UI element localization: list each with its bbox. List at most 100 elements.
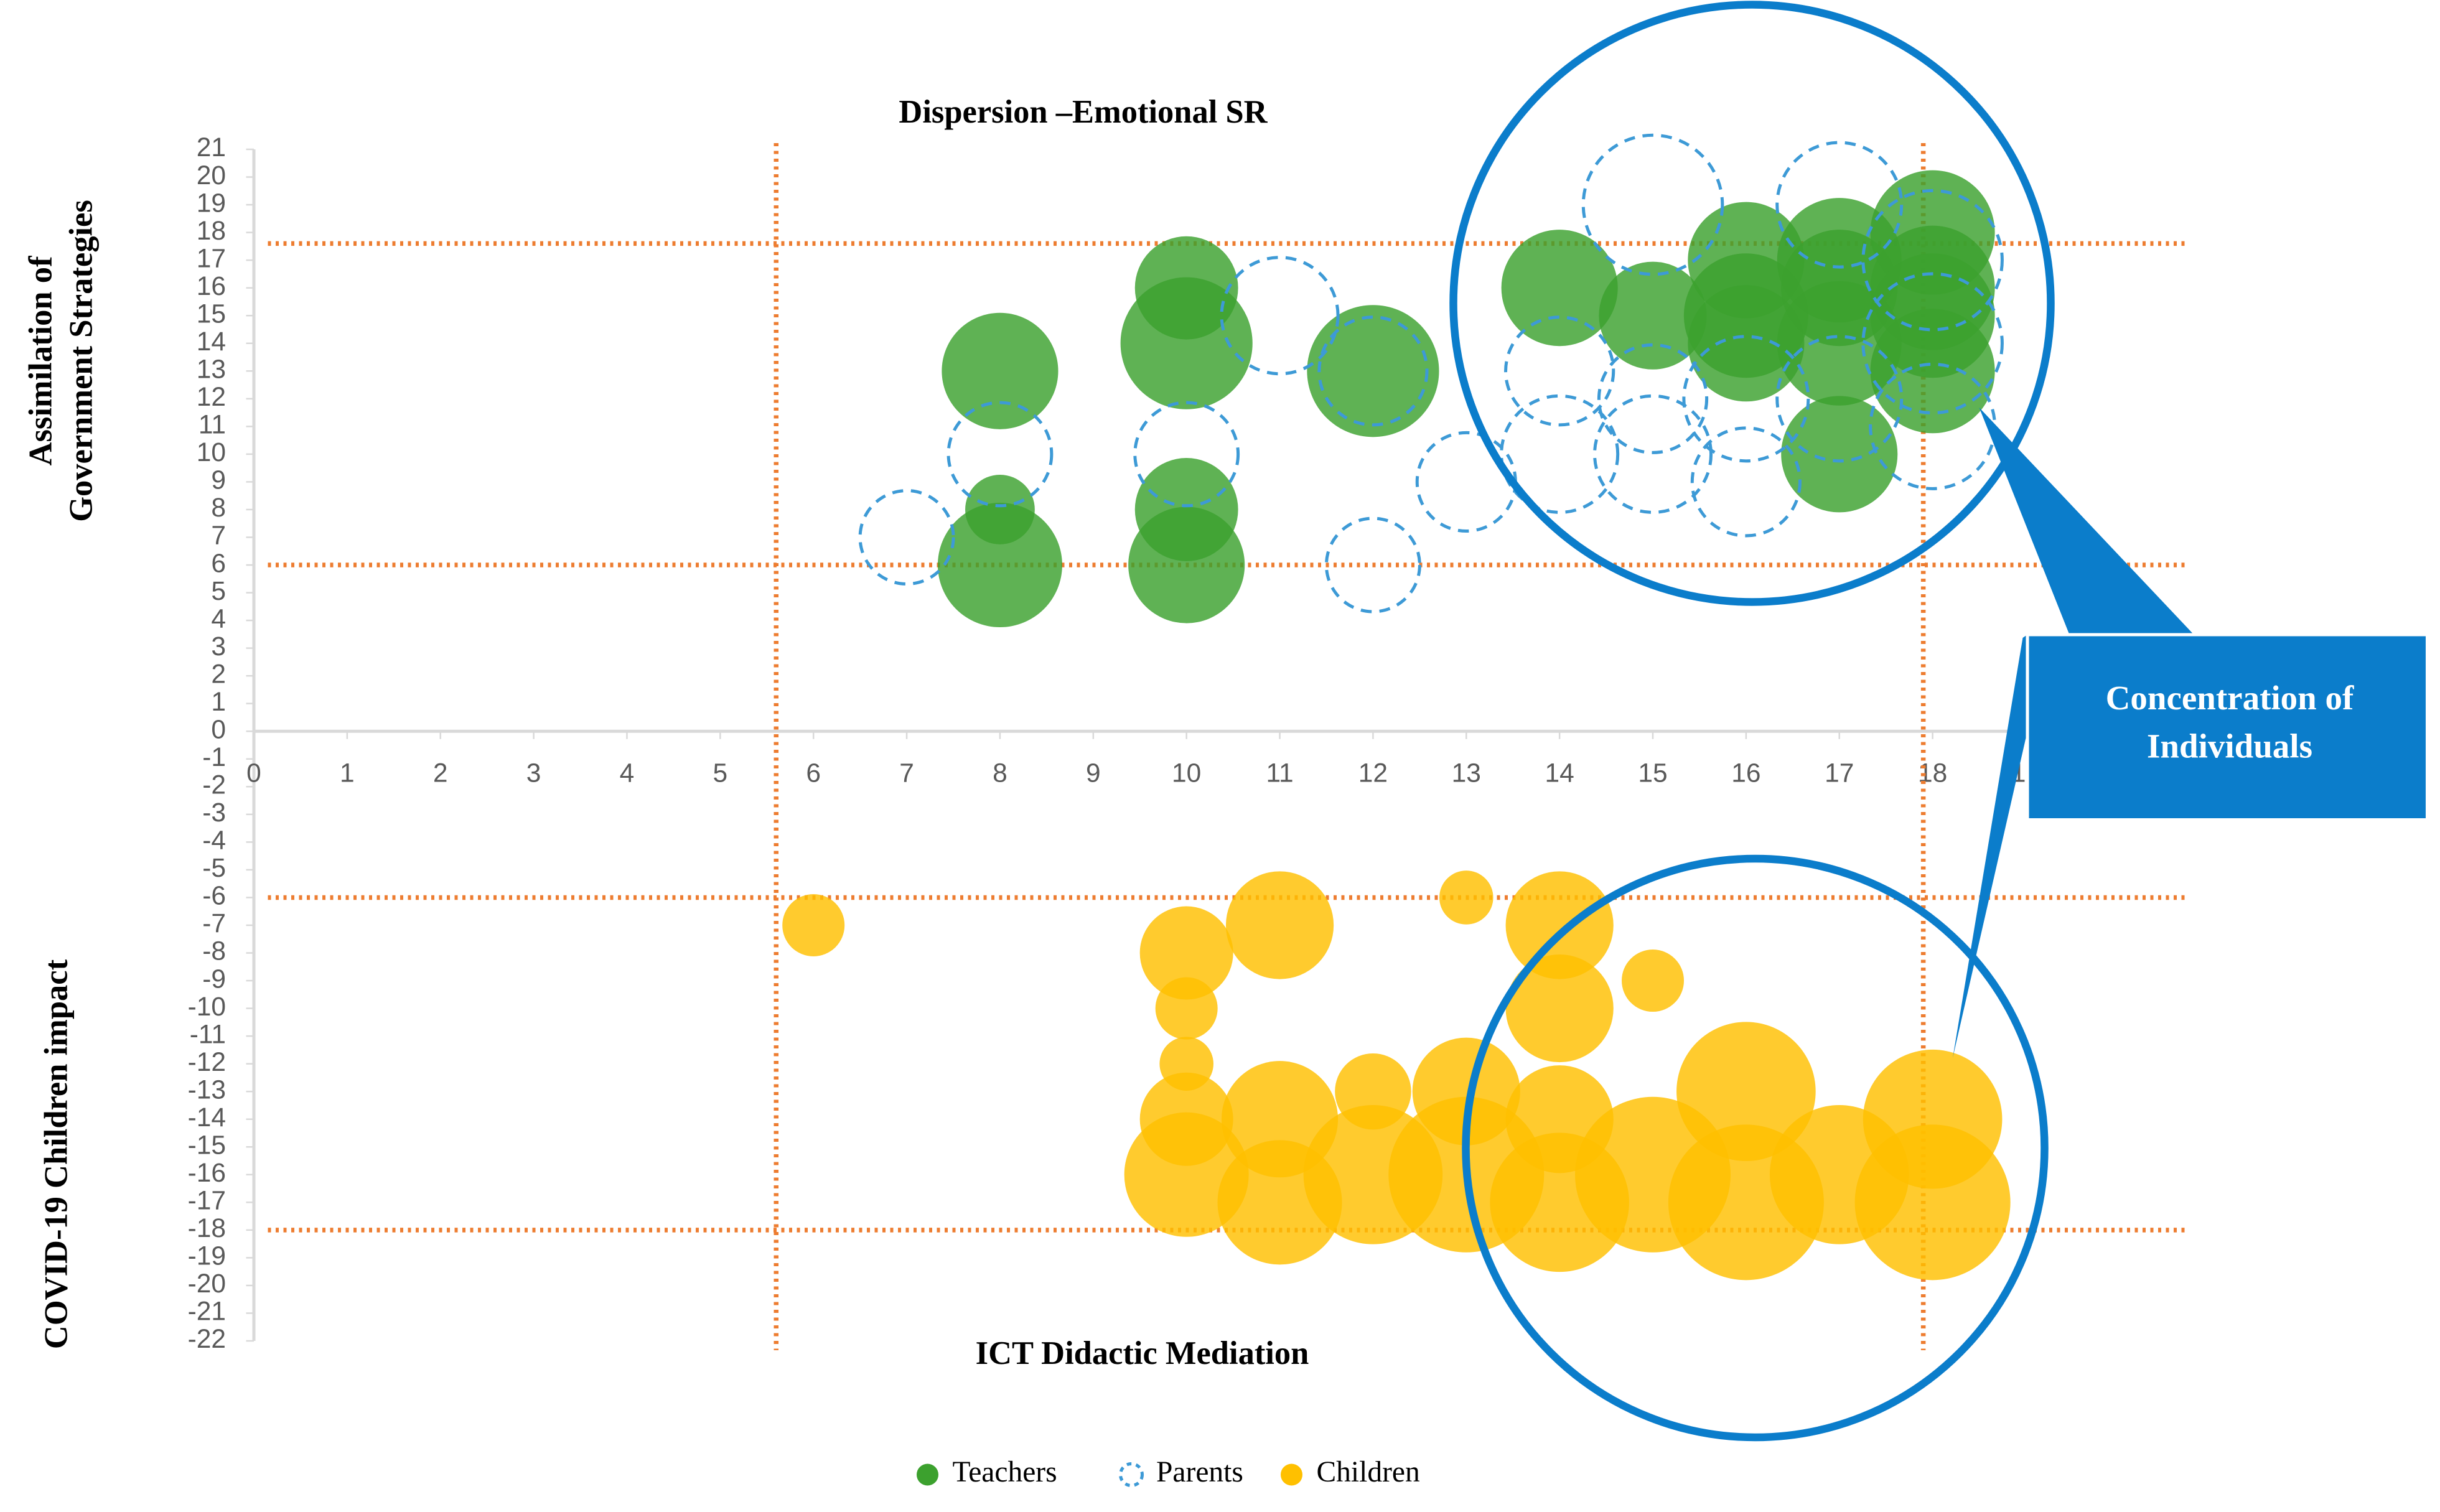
callout-box [2026, 633, 2429, 821]
bubble [1124, 1112, 1249, 1237]
annotation: Individuals [2147, 727, 2312, 765]
y-tick-label: 13 [197, 355, 226, 385]
y-tick-label: 3 [211, 632, 226, 661]
bubble [1581, 133, 1724, 276]
bubble [1317, 315, 1429, 427]
y-tick-label: -9 [202, 964, 226, 994]
overlay: Concentration of Individuals [1449, 1, 2429, 1442]
y-tick-label: 12 [197, 383, 226, 412]
x-axis-label: ICT Didactic Mediation [976, 1335, 1309, 1371]
y-tick-label: 5 [211, 577, 226, 606]
y-tick-label: -7 [202, 909, 226, 938]
bubble [937, 503, 1062, 628]
bubble [1781, 396, 1898, 513]
y-tick-label: -12 [188, 1048, 226, 1077]
bubble [942, 312, 1059, 429]
y-tick-label: -3 [202, 798, 226, 828]
y-tick-label: 14 [197, 327, 226, 357]
bubble [1133, 401, 1240, 508]
y-tick-label: -14 [188, 1103, 226, 1132]
y-axis-label: Government Strategies [63, 200, 100, 522]
legend-marker [917, 1463, 938, 1486]
y-tick-label: 10 [197, 438, 226, 467]
bubble [1501, 230, 1618, 347]
bubble [1592, 394, 1713, 514]
y-tick-label: -5 [202, 854, 226, 883]
bubble [1682, 335, 1810, 463]
bubble [1775, 335, 1904, 463]
legend-label: Children [1317, 1456, 1420, 1488]
bubble [782, 894, 845, 956]
bubble [1128, 506, 1245, 623]
x-tick-label: 1 [340, 758, 355, 788]
y-tick-label: 8 [211, 493, 226, 523]
y-tick-label: 21 [197, 133, 226, 162]
y-tick-label: -11 [190, 1020, 226, 1049]
y-tick-label: 11 [199, 411, 226, 440]
bubble [947, 401, 1054, 508]
y-axis-label: COVID-19 Children impact [39, 959, 75, 1349]
bubble [1120, 277, 1253, 409]
y-tick-label: 6 [211, 549, 226, 578]
x-tick-label: 7 [899, 758, 914, 788]
bubble [1775, 141, 1904, 269]
x-tick-label: 15 [1638, 758, 1667, 788]
y-tick-label: -2 [202, 771, 226, 800]
x-tick-label: 2 [433, 758, 448, 788]
x-tick-label: 0 [246, 758, 261, 788]
callout-pointer [1979, 408, 2194, 635]
bubble [1688, 285, 1805, 402]
plot-area: -22-21-20-19-18-17-16-15-14-13-12-11-10-… [188, 133, 2186, 1354]
bubble [1854, 1124, 2011, 1281]
x-tick-label: 16 [1731, 758, 1760, 788]
highlight-circle [1462, 854, 2049, 1442]
x-tick-label: 10 [1172, 758, 1201, 788]
x-tick-label: 11 [1266, 758, 1293, 788]
bubble [1439, 870, 1493, 925]
x-tick-label: 17 [1825, 758, 1854, 788]
x-tick-label: 8 [993, 758, 1007, 788]
bubble [1225, 871, 1334, 979]
x-tick-label: 5 [713, 758, 728, 788]
y-axis-label: Assimilation of [23, 256, 59, 465]
highlight-circle [1449, 1, 2055, 606]
y-tick-label: 2 [211, 660, 226, 689]
chart-title: Dispersion –Emotional SR [899, 94, 1268, 130]
x-tick-label: 12 [1358, 758, 1388, 788]
y-tick-label: -8 [202, 937, 226, 966]
bubble [1155, 977, 1218, 1040]
legend: Children Teachers Parents [917, 1456, 1420, 1488]
y-tick-label: 20 [197, 161, 226, 190]
y-tick-label: 18 [197, 217, 226, 246]
y-tick-label: 17 [197, 244, 226, 273]
y-tick-label: -20 [188, 1269, 226, 1299]
y-tick-label: -13 [188, 1075, 226, 1104]
y-tick-label: -18 [188, 1214, 226, 1243]
y-tick-label: 0 [211, 715, 226, 744]
y-tick-label: -22 [188, 1325, 226, 1354]
bubble [1870, 309, 1995, 434]
y-tick-label: 1 [211, 688, 226, 717]
x-tick-label: 9 [1086, 758, 1101, 788]
y-tick-label: 16 [197, 272, 226, 301]
y-tick-label: -21 [188, 1297, 226, 1327]
y-tick-label: -6 [202, 882, 226, 911]
bubble [1500, 394, 1620, 514]
x-tick-label: 14 [1545, 758, 1574, 788]
x-tick-label: 6 [806, 758, 821, 788]
y-tick-label: 15 [197, 299, 226, 329]
bubble [1505, 954, 1614, 1063]
legend-marker [1119, 1462, 1144, 1487]
y-tick-label: -19 [188, 1242, 226, 1271]
y-tick-label: 9 [211, 466, 226, 495]
legend-marker [1281, 1463, 1302, 1486]
bubble [1861, 272, 2004, 415]
bubble [1676, 1022, 1816, 1161]
x-tick-label: 3 [526, 758, 541, 788]
bubble [1622, 950, 1685, 1012]
y-tick-label: 4 [211, 604, 226, 633]
x-tick-label: 4 [620, 758, 635, 788]
x-tick-label: 13 [1452, 758, 1481, 788]
